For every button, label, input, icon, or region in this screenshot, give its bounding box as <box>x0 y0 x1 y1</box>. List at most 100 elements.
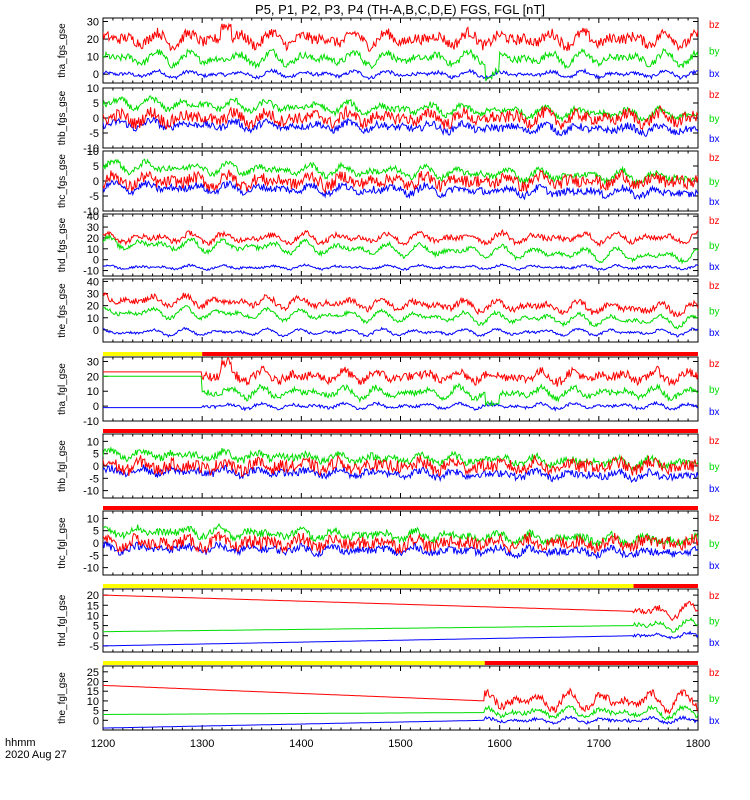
y-axis-label: thd_fgs_gse <box>57 217 68 272</box>
series-by-line <box>103 523 698 548</box>
y-tick-label: 0 <box>93 461 99 473</box>
y-tick-label: 40 <box>87 276 99 288</box>
series-bx-line <box>103 263 698 272</box>
series-bx-line <box>103 541 698 560</box>
legend-by: by <box>709 617 720 628</box>
y-tick-label: 15 <box>87 686 99 698</box>
y-tick-label: 30 <box>87 222 99 234</box>
y-axis-label: thc_fgs_gse <box>57 154 68 208</box>
y-tick-label: 20 <box>87 34 99 46</box>
y-tick-label: 0 <box>93 538 99 550</box>
series-by-line <box>103 47 698 82</box>
series-bx-line <box>103 179 698 201</box>
flag-bar-9-0 <box>103 661 485 665</box>
y-tick-label: -10 <box>83 266 99 278</box>
y-axis-label: thb_fgl_gse <box>57 440 68 492</box>
legend-bx: bx <box>709 262 720 273</box>
legend-bx: bx <box>709 134 720 145</box>
legend-by: by <box>709 385 720 396</box>
legend-bx: bx <box>709 716 720 727</box>
legend-bx: bx <box>709 69 720 80</box>
y-axis-label: thb_fgs_gse <box>57 90 68 145</box>
legend-bz: bz <box>709 591 720 602</box>
series-bz-line <box>103 169 698 194</box>
y-axis-label: thd_fgl_gse <box>57 594 68 646</box>
y-tick-label: -5 <box>89 191 99 203</box>
y-tick-label: 0 <box>93 69 99 81</box>
y-tick-label: 10 <box>87 513 99 525</box>
chart-title: P5, P1, P2, P3, P4 (TH-A,B,C,D,E) FGS, F… <box>255 2 545 17</box>
y-tick-label: -5 <box>89 128 99 140</box>
series-by-line <box>103 95 698 123</box>
y-tick-label: 10 <box>87 244 99 256</box>
series-by-line <box>103 704 698 721</box>
legend-bx: bx <box>709 484 720 495</box>
y-tick-label: 30 <box>87 289 99 301</box>
flag-bar-9-1 <box>484 661 698 665</box>
x-tick-label: 1200 <box>91 738 115 750</box>
y-tick-label: 20 <box>87 233 99 245</box>
y-tick-label: 0 <box>93 176 99 188</box>
y-tick-label: -10 <box>83 416 99 428</box>
y-tick-label: 20 <box>87 371 99 383</box>
series-bx-line <box>103 630 698 647</box>
y-tick-label: 10 <box>87 313 99 325</box>
legend-bx: bx <box>709 638 720 649</box>
y-tick-label: 5 <box>93 526 99 538</box>
y-tick-label: 15 <box>87 600 99 612</box>
series-bz-line <box>103 454 698 478</box>
panel-thb_fgs_gse: -10 -5 0 5 10 thb_fgs_gse bz by bx <box>57 83 720 155</box>
y-tick-label: 5 <box>93 621 99 633</box>
y-tick-label: 5 <box>93 706 99 718</box>
series-by-line <box>103 617 698 633</box>
y-tick-label: -5 <box>89 641 99 653</box>
series-bz-line <box>103 229 698 248</box>
y-tick-label: 5 <box>93 161 99 173</box>
series-by-line <box>103 305 698 330</box>
panel-frame <box>102 356 699 422</box>
y-tick-label: 5 <box>93 449 99 461</box>
series-bz-line <box>103 531 698 555</box>
series-bz-line <box>103 291 698 318</box>
footer-hhmm: hhmm <box>5 737 36 749</box>
y-tick-label: 10 <box>87 696 99 708</box>
x-axis: 1200 1300 1400 1500 1600 1700 1800 <box>91 738 710 750</box>
y-tick-label: 40 <box>87 211 99 223</box>
series-by-line <box>103 446 698 472</box>
y-tick-label: 0 <box>93 113 99 125</box>
legend-bz: bz <box>709 90 720 101</box>
y-axis-label: tha_fgs_gse <box>57 23 68 78</box>
flag-bar-5-1 <box>202 352 698 356</box>
panel-frame <box>102 510 699 576</box>
y-tick-label: 20 <box>87 301 99 313</box>
legend-bz: bz <box>709 216 720 227</box>
y-axis-label: the_fgl_gse <box>57 672 68 724</box>
y-tick-label: 0 <box>93 325 99 337</box>
footer-date: 2020 Aug 27 <box>5 749 67 761</box>
legend-bz: bz <box>709 281 720 292</box>
y-tick-label: 25 <box>87 667 99 679</box>
series-bz-line <box>103 357 698 387</box>
y-tick-label: 10 <box>87 83 99 95</box>
series-bz-line <box>103 684 698 715</box>
x-tick-label: 1300 <box>190 738 214 750</box>
series-bz-line <box>103 594 698 622</box>
series-bx-line <box>103 67 698 81</box>
panel-tha_fgl_gse: -10 0 10 20 30 tha_fgl_gse bz by bx <box>57 352 720 428</box>
y-tick-label: -5 <box>89 473 99 485</box>
y-tick-label: 10 <box>87 610 99 622</box>
panel-tha_fgs_gse: 0 10 20 30 tha_fgs_gse bz by bx <box>57 17 720 84</box>
panel-thc_fgs_gse: -10 -5 0 5 10 thc_fgs_gse bz by bx <box>57 146 720 218</box>
y-tick-label: 10 <box>87 52 99 64</box>
x-tick-label: 1600 <box>487 738 511 750</box>
x-tick-label: 1400 <box>289 738 313 750</box>
y-tick-label: 5 <box>93 98 99 110</box>
legend-by: by <box>709 114 720 125</box>
series-by-line <box>103 375 698 407</box>
legend-bz: bz <box>709 359 720 370</box>
